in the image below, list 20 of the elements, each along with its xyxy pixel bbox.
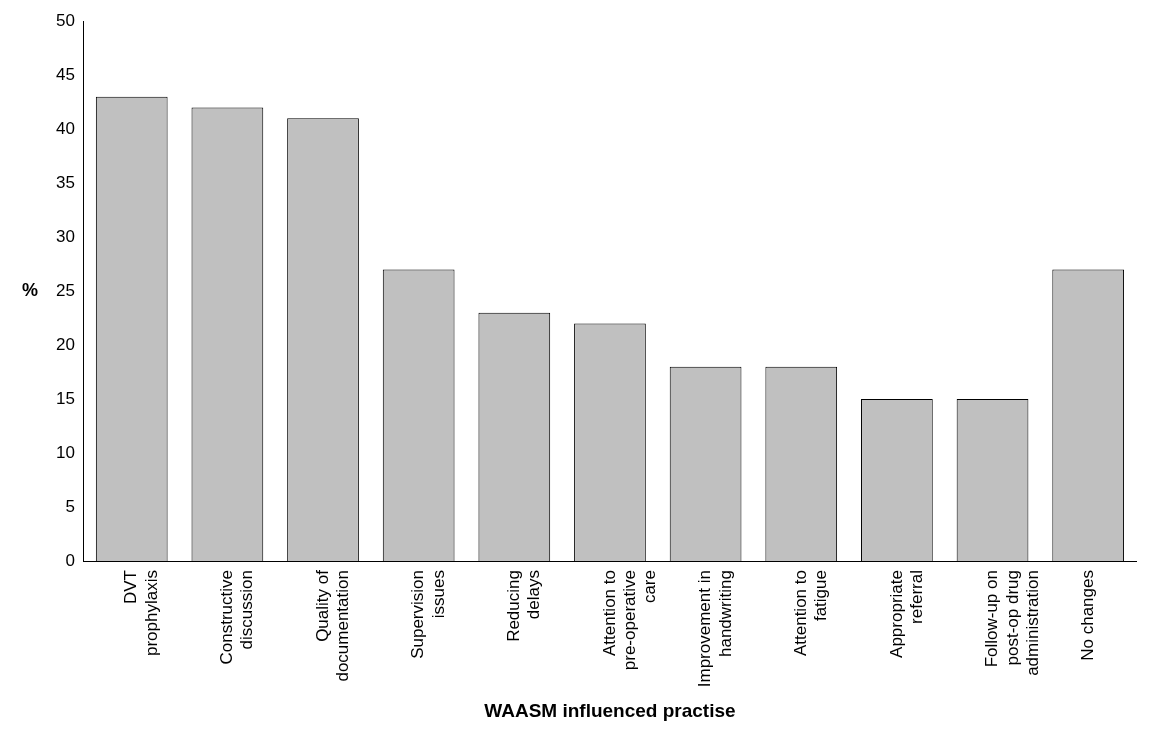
x-tick-label: Attention to fatigue xyxy=(790,570,831,657)
x-tick-label: Reducing delays xyxy=(504,570,544,642)
x-axis-title: WAASM influenced practise xyxy=(484,699,736,721)
y-axis-title: % xyxy=(21,280,39,301)
y-tick-label: 10 xyxy=(55,442,75,462)
y-tick-label: 0 xyxy=(65,550,75,570)
y-tick-label: 15 xyxy=(55,388,75,408)
x-tick-label: DVT prophylaxis xyxy=(121,570,161,657)
y-tick-label: 25 xyxy=(55,280,75,300)
y-tick-label: 5 xyxy=(65,496,75,516)
y-tick-label: 50 xyxy=(55,10,75,30)
y-tick-label: 20 xyxy=(55,334,75,354)
x-tick-label: Appropriate referral xyxy=(886,570,926,658)
y-tick-label: 45 xyxy=(55,64,75,84)
x-tick-label: Attention to pre-operative care xyxy=(599,570,660,671)
x-tick-label: Supervision issues xyxy=(408,570,448,659)
y-tick-label: 40 xyxy=(55,118,75,138)
x-tick-label: No changes xyxy=(1077,570,1097,661)
y-tick-label: 30 xyxy=(55,226,75,246)
y-tick-label: 35 xyxy=(55,172,75,192)
